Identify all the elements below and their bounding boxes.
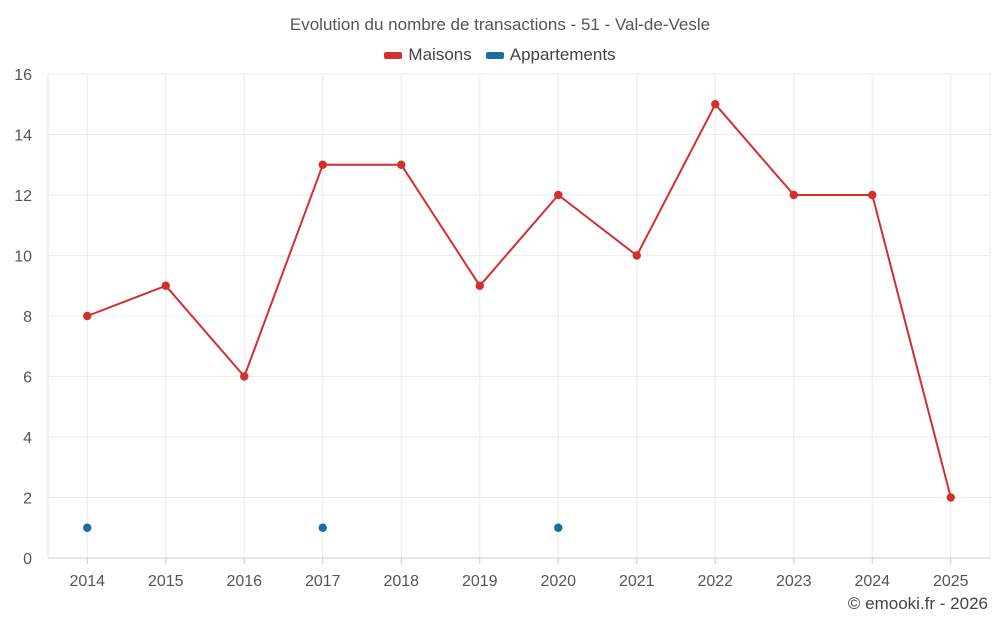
chart-title: Evolution du nombre de transactions - 51…	[289, 15, 711, 34]
series-line-maisons	[86, 103, 952, 498]
data-point-appartements-2017	[318, 523, 327, 532]
data-point-maisons-2014	[83, 311, 92, 321]
data-point-maisons-2018	[397, 160, 406, 169]
x-tick-label-2014: 2014	[69, 573, 105, 590]
legend-swatch-appartements	[485, 51, 504, 59]
x-tick-label-2019: 2019	[462, 573, 498, 590]
legend-swatch-maisons	[384, 51, 403, 59]
y-tick-label-16: 16	[14, 67, 32, 84]
y-tick-label-10: 10	[14, 249, 32, 266]
data-point-maisons-2019	[475, 281, 484, 290]
data-point-maisons-2024	[868, 190, 877, 200]
y-tick-label-0: 0	[23, 551, 32, 568]
x-tick-label-2025: 2025	[933, 573, 969, 590]
data-point-maisons-2023	[789, 190, 798, 200]
legend-item-maisons[interactable]: Maisons	[384, 45, 472, 65]
data-point-maisons-2021	[632, 251, 641, 260]
x-tick-label-2023: 2023	[776, 573, 812, 590]
legend-label-appartements: Appartements	[509, 45, 616, 64]
data-point-maisons-2015	[161, 281, 170, 290]
legend: Maisons Appartements	[0, 45, 1000, 65]
x-tick-label-2021: 2021	[619, 573, 655, 590]
credit-text: © emooki.fr - 2026	[847, 594, 988, 613]
x-tick-label-2022: 2022	[697, 573, 733, 590]
y-tick-label-2: 2	[23, 491, 32, 508]
x-tick-label-2020: 2020	[540, 573, 576, 590]
y-tick-label-14: 14	[14, 128, 32, 145]
data-point-maisons-2020	[554, 190, 563, 200]
x-tick-label-2017: 2017	[305, 573, 341, 590]
x-tick-label-2024: 2024	[854, 573, 890, 590]
legend-item-appartements[interactable]: Appartements	[485, 45, 616, 65]
legend-label-maisons: Maisons	[408, 45, 472, 64]
data-point-maisons-2016	[240, 372, 249, 381]
x-tick-label-2016: 2016	[226, 573, 262, 590]
data-point-appartements-2020	[554, 523, 563, 532]
data-point-appartements-2014	[83, 523, 92, 532]
y-tick-label-6: 6	[23, 370, 32, 387]
y-tick-label-12: 12	[14, 188, 32, 205]
data-point-maisons-2022	[711, 100, 720, 109]
x-tick-label-2018: 2018	[383, 573, 419, 590]
y-tick-label-4: 4	[23, 430, 32, 447]
y-tick-label-8: 8	[23, 309, 32, 326]
data-point-maisons-2017	[318, 160, 327, 169]
x-tick-label-2015: 2015	[148, 573, 184, 590]
data-point-maisons-2025	[946, 493, 955, 502]
